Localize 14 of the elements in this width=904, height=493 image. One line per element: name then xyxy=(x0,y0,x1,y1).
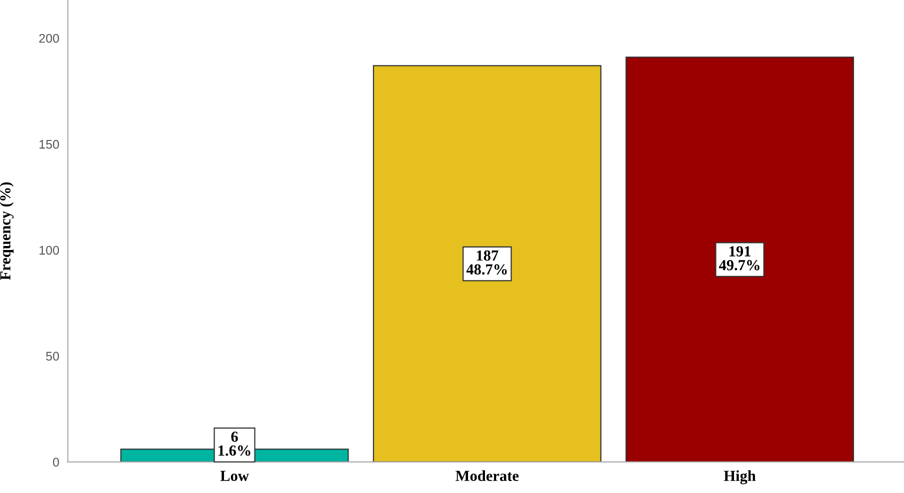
x-tick-label: High xyxy=(724,470,756,484)
data-label: 187 48.7% xyxy=(466,250,507,275)
x-tick-label: Moderate xyxy=(456,470,519,482)
x-tick-label: Low xyxy=(220,470,249,482)
y-tick-label: 0 xyxy=(53,458,59,467)
y-axis-title: Frequency (%) xyxy=(0,182,14,280)
data-label: 6 1.6% xyxy=(218,432,250,456)
bar xyxy=(626,56,854,462)
y-tick-label: 100 xyxy=(40,246,59,255)
y-tick-label: 150 xyxy=(40,140,59,149)
y-tick-label: 200 xyxy=(39,34,59,43)
data-label: 191 49.7% xyxy=(718,246,760,270)
bar xyxy=(372,65,602,462)
y-tick-label: 50 xyxy=(46,352,59,361)
